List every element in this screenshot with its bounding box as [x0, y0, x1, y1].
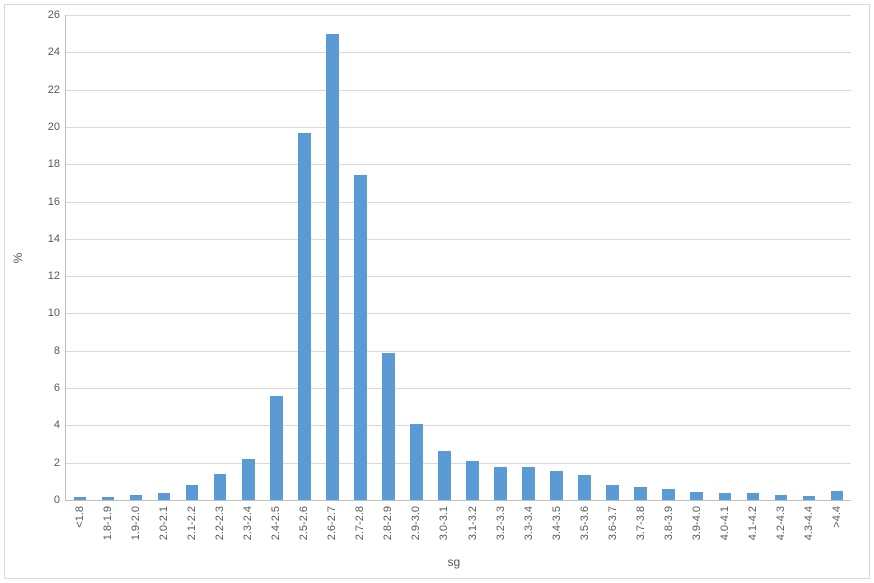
x-tick-label: 2.6-2.7 — [326, 506, 338, 540]
y-axis-title: % — [11, 252, 25, 263]
bar — [186, 485, 199, 500]
bar — [382, 353, 395, 500]
gridline — [66, 313, 851, 314]
y-tick-label: 24 — [35, 46, 60, 58]
y-tick-label: 18 — [35, 158, 60, 170]
bar — [831, 491, 844, 500]
bar — [634, 487, 647, 500]
x-tick-label: 2.5-2.6 — [298, 506, 310, 540]
gridline — [66, 202, 851, 203]
x-tick-label: 3.2-3.3 — [495, 506, 507, 540]
bar — [662, 489, 675, 500]
y-tick-label: 20 — [35, 121, 60, 133]
x-tick-label: 4.0-4.1 — [719, 506, 731, 540]
bar — [326, 34, 339, 500]
x-tick-label: 2.9-3.0 — [410, 506, 422, 540]
x-tick-label: 2.1-2.2 — [186, 506, 198, 540]
y-tick-label: 26 — [35, 9, 60, 21]
x-tick-label: <1.8 — [74, 506, 86, 528]
y-tick-label: 16 — [35, 196, 60, 208]
x-tick-label: 4.1-4.2 — [747, 506, 759, 540]
x-tick-label: 2.4-2.5 — [270, 506, 282, 540]
x-tick-label: >4.4 — [831, 506, 843, 528]
x-tick-label: 3.5-3.6 — [579, 506, 591, 540]
x-tick-label: 4.2-4.3 — [775, 506, 787, 540]
gridline — [66, 351, 851, 352]
bar — [803, 496, 816, 500]
bar — [466, 461, 479, 500]
gridline — [66, 239, 851, 240]
x-tick-label: 3.0-3.1 — [438, 506, 450, 540]
x-axis-title: sg — [448, 555, 461, 569]
gridline — [66, 388, 851, 389]
bar — [775, 495, 788, 500]
x-tick-label: 1.8-1.9 — [102, 506, 114, 540]
y-tick-label: 0 — [35, 494, 60, 506]
bar — [522, 467, 535, 500]
x-tick-label: 2.3-2.4 — [242, 506, 254, 540]
x-tick-label: 2.2-2.3 — [214, 506, 226, 540]
y-tick-label: 12 — [35, 270, 60, 282]
plot-area — [65, 15, 851, 501]
bar — [354, 175, 367, 500]
bar — [410, 424, 423, 500]
gridline — [66, 90, 851, 91]
y-tick-label: 14 — [35, 233, 60, 245]
y-tick-label: 6 — [35, 382, 60, 394]
y-tick-label: 10 — [35, 307, 60, 319]
bar — [578, 475, 591, 500]
bar — [102, 497, 115, 500]
x-tick-label: 2.8-2.9 — [382, 506, 394, 540]
bar — [690, 492, 703, 500]
bar — [242, 459, 255, 500]
bar — [719, 493, 732, 500]
y-tick-label: 4 — [35, 419, 60, 431]
gridline — [66, 127, 851, 128]
bar — [158, 493, 171, 500]
x-tick-label: 3.6-3.7 — [607, 506, 619, 540]
x-tick-label: 4.3-4.4 — [803, 506, 815, 540]
bar — [550, 471, 563, 500]
gridline — [66, 463, 851, 464]
x-tick-label: 1.9-2.0 — [130, 506, 142, 540]
gridline — [66, 15, 851, 16]
x-tick-label: 2.0-2.1 — [158, 506, 170, 540]
bar — [270, 396, 283, 500]
bar-chart: % sg 02468101214161820222426<1.81.8-1.91… — [0, 0, 874, 583]
bar — [606, 485, 619, 500]
x-tick-label: 3.9-4.0 — [691, 506, 703, 540]
bar — [494, 467, 507, 500]
y-tick-label: 2 — [35, 457, 60, 469]
bar — [438, 451, 451, 500]
bar — [214, 474, 227, 500]
gridline — [66, 276, 851, 277]
x-tick-label: 3.4-3.5 — [551, 506, 563, 540]
gridline — [66, 52, 851, 53]
bar — [298, 133, 311, 500]
bar — [130, 495, 143, 500]
bar — [747, 493, 760, 500]
x-tick-label: 3.7-3.8 — [635, 506, 647, 540]
bar — [74, 497, 87, 500]
y-tick-label: 8 — [35, 345, 60, 357]
y-tick-label: 22 — [35, 84, 60, 96]
x-tick-label: 3.1-3.2 — [467, 506, 479, 540]
x-tick-label: 3.8-3.9 — [663, 506, 675, 540]
x-tick-label: 2.7-2.8 — [354, 506, 366, 540]
gridline — [66, 164, 851, 165]
x-tick-label: 3.3-3.4 — [523, 506, 535, 540]
gridline — [66, 425, 851, 426]
